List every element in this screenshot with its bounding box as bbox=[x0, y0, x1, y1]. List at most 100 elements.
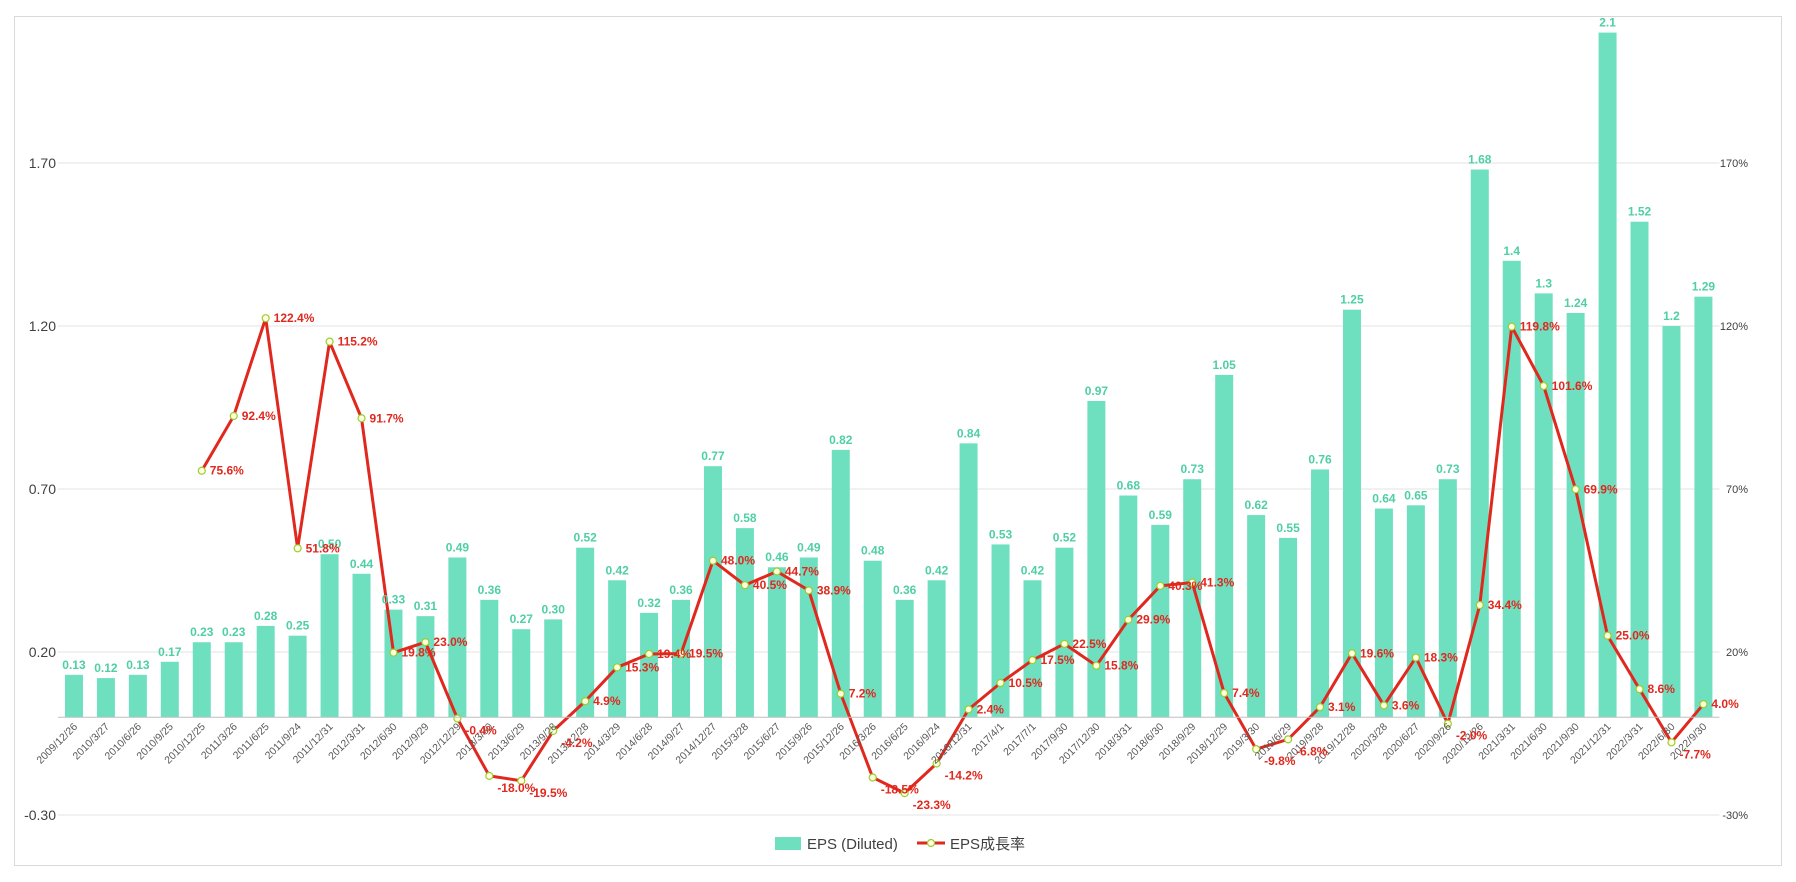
bar-value-label: 0.97 bbox=[1085, 384, 1109, 398]
growth-value-label: 8.6% bbox=[1648, 682, 1676, 696]
y-tick-label-left: 1.70 bbox=[29, 155, 56, 171]
growth-marker bbox=[1667, 738, 1676, 747]
bar bbox=[224, 642, 243, 718]
bar bbox=[64, 674, 83, 718]
bar bbox=[895, 599, 914, 718]
growth-marker bbox=[1379, 701, 1389, 710]
growth-value-label: 40.5% bbox=[753, 578, 787, 592]
bar-value-label: 0.42 bbox=[1021, 563, 1045, 577]
y-tick-label-left: 0.20 bbox=[29, 644, 56, 660]
bar-value-label: 0.31 bbox=[414, 599, 438, 613]
growth-value-label: 19.8% bbox=[401, 646, 435, 660]
bar-value-label: 0.77 bbox=[701, 449, 725, 463]
bar bbox=[863, 560, 882, 718]
growth-value-label: 91.7% bbox=[370, 411, 404, 425]
bar-value-label: 0.55 bbox=[1276, 521, 1300, 535]
bar bbox=[576, 547, 595, 718]
growth-marker bbox=[1092, 661, 1101, 670]
growth-value-label: 7.4% bbox=[1232, 686, 1260, 700]
growth-marker bbox=[581, 697, 590, 706]
bar bbox=[767, 567, 786, 718]
y-tick-label-right: 20% bbox=[1726, 647, 1748, 659]
bar bbox=[1566, 312, 1585, 718]
bar bbox=[384, 609, 403, 718]
bar bbox=[735, 528, 754, 718]
bar-value-label: 0.33 bbox=[382, 593, 406, 607]
bar bbox=[799, 557, 818, 718]
growth-value-label: 38.9% bbox=[817, 583, 851, 597]
growth-marker bbox=[1028, 656, 1037, 665]
growth-marker bbox=[1220, 688, 1229, 698]
bar-value-label: 0.84 bbox=[957, 426, 981, 440]
bar bbox=[192, 642, 211, 718]
growth-marker bbox=[261, 314, 270, 323]
bar bbox=[480, 599, 499, 718]
growth-value-label: 3.1% bbox=[1328, 700, 1356, 714]
growth-value-label: 44.7% bbox=[785, 564, 819, 578]
bar bbox=[256, 625, 275, 718]
growth-value-label: 3.6% bbox=[1392, 698, 1420, 712]
bar-value-label: 0.36 bbox=[893, 583, 917, 597]
growth-value-label: 51.8% bbox=[306, 541, 340, 555]
bar-value-label: 0.73 bbox=[1436, 462, 1460, 476]
bar bbox=[1215, 374, 1234, 718]
growth-value-label: 92.4% bbox=[242, 409, 276, 423]
growth-marker bbox=[1060, 639, 1069, 648]
growth-marker bbox=[932, 759, 941, 768]
growth-value-label: -19.5% bbox=[529, 786, 567, 800]
legend[interactable]: EPS (Diluted) EPS成長率 bbox=[775, 836, 1025, 853]
y-tick-label-left: 1.20 bbox=[29, 318, 56, 334]
bar-value-label: 0.73 bbox=[1181, 462, 1205, 476]
growth-value-label: 15.8% bbox=[1104, 659, 1138, 673]
bar-value-label: 1.25 bbox=[1340, 293, 1364, 307]
bar-value-label: 0.52 bbox=[1053, 531, 1077, 545]
growth-marker bbox=[357, 414, 366, 423]
growth-value-label: -23.3% bbox=[913, 798, 951, 812]
bar-value-label: 0.49 bbox=[797, 540, 821, 554]
growth-marker bbox=[772, 567, 781, 576]
growth-value-label: 19.4% bbox=[657, 647, 691, 661]
growth-marker bbox=[676, 649, 686, 658]
bar bbox=[1183, 479, 1202, 718]
growth-value-label: -14.2% bbox=[945, 768, 983, 782]
bar bbox=[1662, 326, 1681, 718]
growth-marker bbox=[1347, 649, 1357, 658]
bar-value-label: 0.36 bbox=[478, 583, 502, 597]
growth-marker bbox=[964, 705, 973, 714]
bar-value-label: 0.46 bbox=[765, 550, 789, 564]
growth-value-label: 18.3% bbox=[1424, 651, 1458, 665]
bar-value-label: 1.52 bbox=[1628, 205, 1652, 219]
bar-series-eps bbox=[64, 32, 1713, 718]
growth-marker bbox=[1603, 631, 1612, 640]
bar-value-label: 1.05 bbox=[1212, 358, 1236, 372]
growth-marker bbox=[1443, 719, 1452, 728]
y-tick-label-right: 70% bbox=[1726, 484, 1748, 496]
growth-value-label: 15.3% bbox=[625, 660, 659, 674]
growth-value-label: 19.5% bbox=[689, 647, 723, 661]
bar bbox=[927, 580, 946, 718]
bar bbox=[128, 674, 147, 718]
growth-marker bbox=[1124, 615, 1133, 624]
bar bbox=[416, 616, 435, 718]
bar bbox=[1119, 495, 1138, 718]
growth-value-label: 10.5% bbox=[1009, 676, 1043, 690]
growth-marker bbox=[900, 789, 909, 798]
growth-marker bbox=[868, 773, 877, 782]
growth-marker bbox=[804, 586, 813, 595]
bar bbox=[672, 599, 691, 718]
bar-value-label: 1.3 bbox=[1535, 276, 1552, 290]
growth-value-label: 25.0% bbox=[1616, 629, 1650, 643]
growth-marker bbox=[1475, 600, 1484, 610]
growth-marker bbox=[1315, 702, 1325, 712]
bar bbox=[160, 661, 179, 718]
bar bbox=[320, 554, 339, 718]
bar-value-label: 0.82 bbox=[829, 433, 853, 447]
bar bbox=[1087, 400, 1106, 718]
growth-value-label: 22.5% bbox=[1072, 637, 1106, 651]
bar bbox=[1438, 479, 1457, 718]
growth-value-label: 48.0% bbox=[721, 554, 755, 568]
growth-value-label: 7.2% bbox=[849, 687, 877, 701]
growth-marker bbox=[1699, 700, 1708, 709]
growth-marker bbox=[325, 337, 334, 346]
bar-value-label: 2.1 bbox=[1599, 16, 1616, 30]
